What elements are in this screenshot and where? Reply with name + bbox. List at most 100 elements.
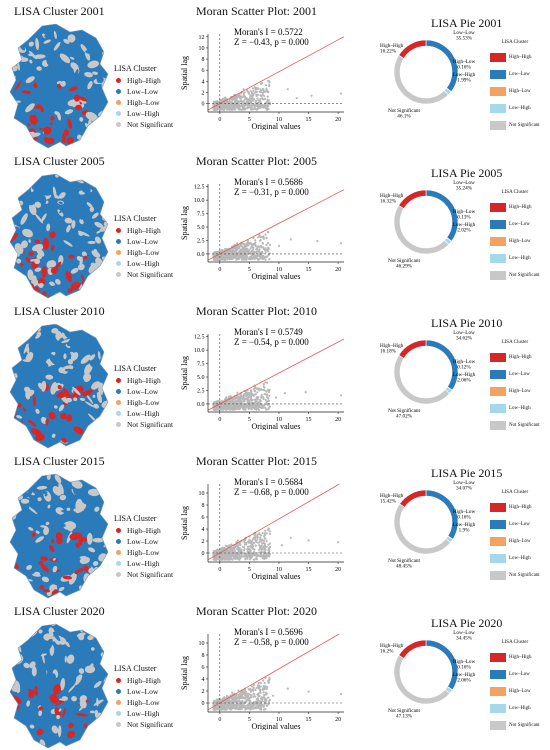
map-title: LISA Cluster 2010 [14,304,105,318]
scatter-point [247,403,250,406]
pie-label-low-low-name: Low–Low [453,480,475,486]
scatter-point [264,406,267,409]
map-patch [80,274,85,282]
scatter-point [265,408,268,411]
scatter-point [250,253,253,256]
scatter-point [239,100,242,103]
map-patch [49,197,57,202]
scatter-point [241,245,244,248]
scatter-point [264,102,267,105]
map-patch [20,213,28,225]
scatter-point [213,101,216,104]
scatter-point [264,381,267,384]
map-patch [70,267,79,274]
scatter-point [237,407,240,410]
map-patch [10,32,19,42]
scatter-point [258,389,261,392]
map-patch [56,24,60,36]
legend-dot-icon [116,550,121,555]
scatter-point [256,407,260,410]
pie-legend-label: High–High [509,54,532,60]
scatter-point [268,243,272,247]
scatter-point [259,239,262,242]
scatter-point [236,391,239,394]
map-patch [54,474,62,484]
map-patch [65,634,74,642]
map-patch [43,357,47,360]
map-patch [10,201,16,210]
map-patch [79,218,84,225]
pie-label-not-significant-value: 46.29% [396,264,413,270]
map-patch [53,624,61,631]
y-tick-label: 7.5 [197,362,205,368]
scatter-point [241,95,244,98]
map-patch [4,105,8,110]
map-patch [36,728,43,736]
scatter-point [249,390,253,393]
lisa-pie-chart: Low–Low35.24%High–Low0.13%Low–High2.02%H… [380,180,476,270]
scatter-point [260,534,263,537]
map-patch [52,565,58,573]
map-patch [10,32,16,38]
map-legend-title: LISA Cluster [114,64,157,73]
pie-title: LISA Pie 2005 [431,166,503,180]
map-patch [27,490,33,496]
map-patch [77,263,85,271]
map-patch [110,47,115,56]
legend-dot-icon [116,539,121,544]
map-patch [21,361,30,374]
map-patch [57,384,62,390]
map-patch [65,344,71,349]
scatter-point [243,549,246,552]
pie-legend-item: Not Significant [490,417,540,434]
scatter-point [229,101,232,104]
map-patch [104,331,108,339]
map-patch [43,206,51,214]
scatter-point [215,406,218,409]
map-legend-label: Low–Low [127,237,159,246]
legend-swatch-icon [490,554,506,563]
scatter-point [259,106,262,110]
scatter-point [265,402,268,405]
scatter-point [241,396,244,399]
map-patch [17,428,23,434]
map-patch [10,174,17,178]
map-patch [48,627,55,637]
y-tick-label: 12.5 [194,185,205,191]
pie-label-low-high-name: Low–High [453,222,476,228]
map-patch [50,673,57,686]
pie-legend: LISA Cluster High–High Low–Low High–Low Low–… [490,490,540,584]
map-patch [43,643,52,650]
pie-legend-item: Low–Low [490,216,540,233]
scatter-point [254,87,257,90]
scatter-point [260,544,263,548]
map-patch [4,515,7,525]
y-tick-label: 7.5 [197,212,205,218]
scatter-point [247,105,250,109]
map-patch [40,556,49,562]
map-legend-label: Not Significant [127,420,174,429]
scatter-point [233,243,236,246]
scatter-point [249,257,252,261]
scatter-point [245,541,248,545]
map-patch [36,485,48,490]
legend-swatch-icon [490,353,506,362]
map-patch [25,510,32,516]
scatter-point [249,241,252,244]
map-patch [12,232,19,240]
map-patch [90,502,98,509]
scatter-point [339,92,343,95]
scatter-point [221,558,224,561]
map-patch [49,231,56,239]
scatter-point [245,404,248,407]
pie-slice [393,204,450,255]
map-patch [10,351,11,360]
map-patch [27,123,31,127]
map-patch [81,251,87,257]
y-tick-label: 2.5 [197,388,205,394]
scatter-point [242,399,245,402]
map-patch [10,117,11,128]
map-patch [10,585,15,594]
scatter-point [230,543,233,546]
